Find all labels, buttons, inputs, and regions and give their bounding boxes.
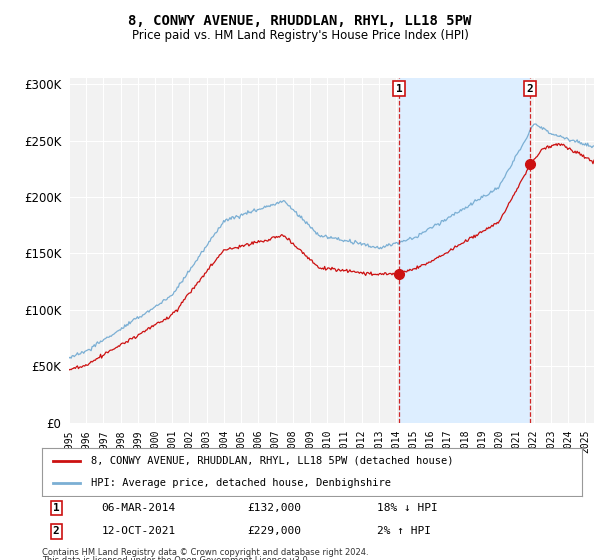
Text: £132,000: £132,000	[247, 503, 301, 513]
Text: 12-OCT-2021: 12-OCT-2021	[101, 526, 176, 536]
Text: This data is licensed under the Open Government Licence v3.0.: This data is licensed under the Open Gov…	[42, 556, 310, 560]
Text: 8, CONWY AVENUE, RHUDDLAN, RHYL, LL18 5PW: 8, CONWY AVENUE, RHUDDLAN, RHYL, LL18 5P…	[128, 14, 472, 28]
Text: 18% ↓ HPI: 18% ↓ HPI	[377, 503, 437, 513]
Text: 06-MAR-2014: 06-MAR-2014	[101, 503, 176, 513]
Text: 2% ↑ HPI: 2% ↑ HPI	[377, 526, 431, 536]
Text: Price paid vs. HM Land Registry's House Price Index (HPI): Price paid vs. HM Land Registry's House …	[131, 29, 469, 42]
Text: £229,000: £229,000	[247, 526, 301, 536]
Text: 2: 2	[53, 526, 59, 536]
Text: 2: 2	[527, 83, 533, 94]
Text: 1: 1	[53, 503, 59, 513]
Text: 1: 1	[395, 83, 403, 94]
Text: Contains HM Land Registry data © Crown copyright and database right 2024.: Contains HM Land Registry data © Crown c…	[42, 548, 368, 557]
Bar	[399, 78, 530, 423]
Text: HPI: Average price, detached house, Denbighshire: HPI: Average price, detached house, Denb…	[91, 478, 391, 488]
Text: 8, CONWY AVENUE, RHUDDLAN, RHYL, LL18 5PW (detached house): 8, CONWY AVENUE, RHUDDLAN, RHYL, LL18 5P…	[91, 456, 453, 466]
